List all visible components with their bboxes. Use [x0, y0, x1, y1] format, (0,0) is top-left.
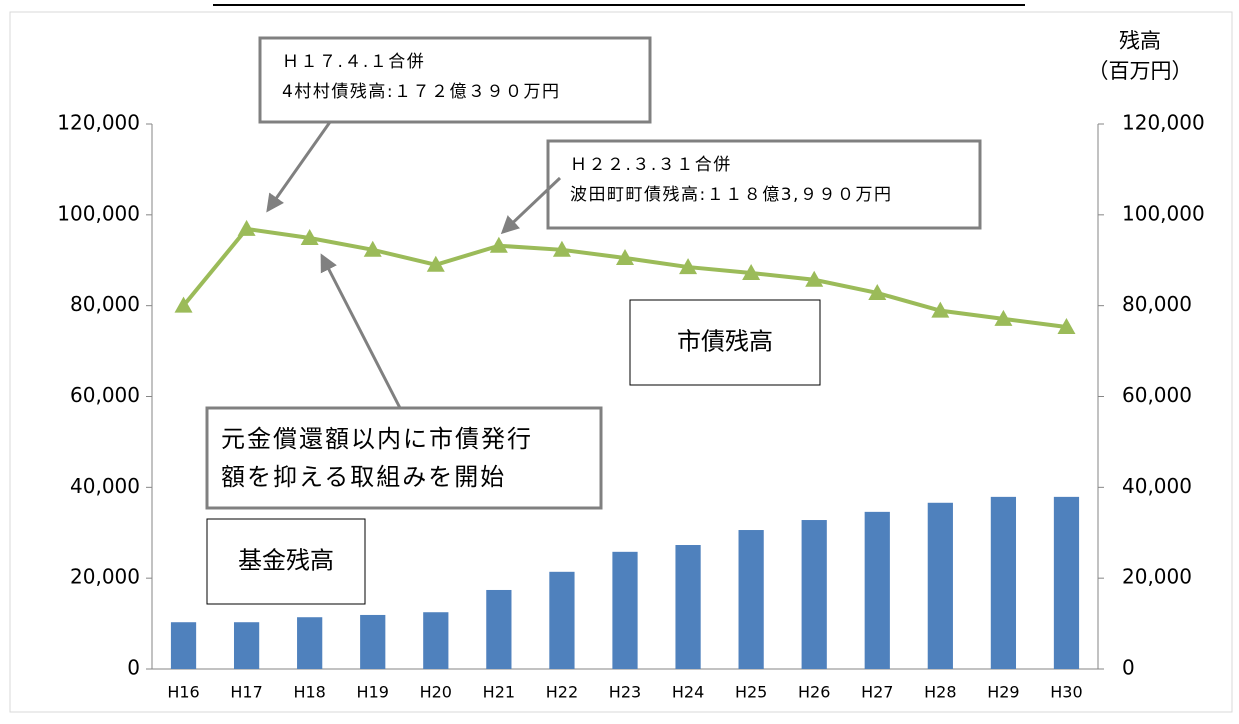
annotation-box [258, 36, 652, 124]
y2-tick-label: 60,000 [1122, 383, 1192, 407]
y-tick-label: 100,000 [57, 201, 140, 225]
annotation-box [205, 406, 603, 510]
y2-tick-label: 100,000 [1122, 201, 1205, 225]
marker [931, 301, 950, 318]
x-tick-label: H17 [230, 683, 262, 702]
x-tick-label: H29 [987, 683, 1019, 702]
y-tick-label: 20,000 [70, 565, 140, 589]
annotation-text: Ｈ１７.４.１合併 [282, 52, 425, 72]
bar [927, 502, 953, 669]
y2-label: （百万円） [1088, 59, 1193, 83]
bar [990, 496, 1017, 669]
y2-tick-label: 0 [1122, 656, 1135, 680]
marker [174, 296, 193, 313]
marker [994, 309, 1013, 326]
y-tick-label: 80,000 [70, 292, 140, 316]
x-tick-label: H28 [924, 683, 956, 702]
x-tick-label: H23 [609, 683, 641, 702]
bar [864, 511, 890, 669]
marker [363, 240, 382, 257]
bar [612, 551, 638, 669]
x-tick-label: H20 [420, 683, 452, 702]
annotation-text: Ｈ２２.３.３１合併 [570, 155, 732, 175]
y2-label: 残高 [1119, 29, 1161, 53]
y2-tick-label: 40,000 [1122, 474, 1192, 498]
y2-tick-label: 20,000 [1122, 565, 1192, 589]
bar [360, 614, 386, 669]
bar [1053, 496, 1080, 669]
annotation-text: 4村村債残高:１７２億３９０万円 [282, 82, 561, 102]
marker [616, 248, 634, 265]
y-tick-label: 40,000 [70, 474, 140, 498]
arrow [320, 253, 402, 409]
x-tick-label: H16 [167, 683, 199, 702]
y-tick-label: 0 [127, 656, 140, 680]
marker [679, 258, 698, 275]
arrow [266, 121, 332, 213]
series-label: 市債残高 [677, 328, 773, 356]
annotation-text: 額を抑える取組みを開始 [221, 463, 506, 491]
marker [489, 236, 508, 253]
bar [801, 520, 827, 669]
x-tick-label: H22 [546, 683, 578, 702]
marker [1057, 318, 1076, 335]
x-tick-label: H21 [483, 683, 515, 702]
bar [423, 612, 449, 669]
y-tick-label: 120,000 [57, 111, 140, 135]
marker [300, 228, 319, 245]
x-tick-label: H26 [798, 683, 830, 702]
bar [170, 622, 197, 669]
bar [233, 622, 260, 669]
bar [297, 617, 323, 669]
x-tick-label: H19 [357, 683, 389, 702]
x-tick-label: H30 [1050, 683, 1082, 702]
marker [552, 240, 571, 257]
arrow [500, 176, 562, 235]
x-tick-label: H27 [861, 683, 893, 702]
series-label-box [206, 518, 366, 605]
bar [738, 530, 764, 669]
marker [868, 283, 887, 300]
bar [675, 545, 701, 669]
y2-tick-label: 120,000 [1122, 111, 1205, 135]
y2-tick-label: 80,000 [1122, 292, 1192, 316]
marker [805, 270, 824, 287]
y-tick-label: 60,000 [70, 383, 140, 407]
marker [742, 263, 761, 280]
marker [237, 219, 256, 236]
annotation-box [546, 139, 982, 230]
bar [549, 571, 575, 669]
bar [486, 589, 512, 669]
x-tick-label: H18 [293, 683, 325, 702]
series-label: 基金残高 [238, 547, 334, 575]
annotation-text: 元金償還額以内に市債発行 [221, 425, 533, 453]
frame [9, 11, 1233, 713]
annotation-text: 波田町町債残高:１１８億3,９９０万円 [570, 185, 892, 205]
x-tick-label: H25 [735, 683, 767, 702]
marker [426, 255, 445, 272]
series-label-box [629, 299, 821, 386]
x-tick-label: H24 [672, 683, 704, 702]
